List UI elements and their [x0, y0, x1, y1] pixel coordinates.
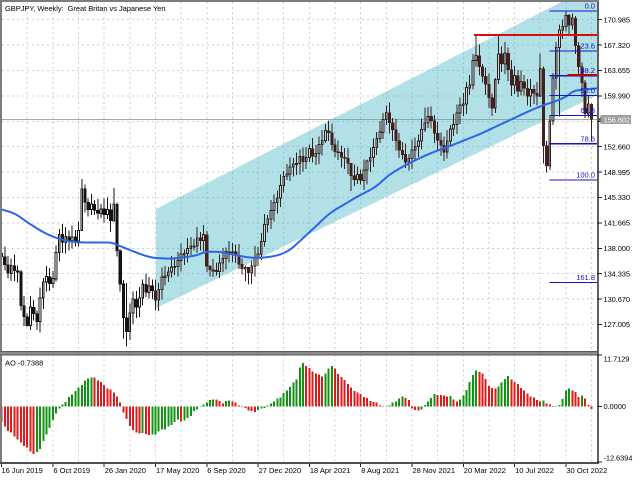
svg-text:27 Dec 2020: 27 Dec 2020	[259, 466, 302, 475]
svg-text:0.0: 0.0	[585, 2, 595, 11]
svg-text:163.655: 163.655	[604, 66, 630, 75]
svg-text:145.330: 145.330	[604, 193, 630, 202]
svg-text:20 Mar 2022: 20 Mar 2022	[464, 466, 506, 475]
svg-text:141.665: 141.665	[604, 219, 630, 228]
svg-text:156.602: 156.602	[604, 115, 630, 124]
svg-text:100.0: 100.0	[576, 171, 595, 180]
svg-text:-12.6394: -12.6394	[604, 454, 633, 463]
svg-text:8 Aug 2021: 8 Aug 2021	[361, 466, 399, 475]
svg-text:159.990: 159.990	[604, 92, 630, 101]
svg-text:10 Jul 2022: 10 Jul 2022	[515, 466, 554, 475]
svg-text:152.660: 152.660	[604, 142, 630, 151]
svg-text:11.7129: 11.7129	[604, 354, 630, 363]
svg-text:GBPJPY, Weekly: Great Britan: GBPJPY, Weekly: Great Britan vs Japanese…	[5, 4, 165, 13]
svg-text:38.2: 38.2	[580, 66, 595, 75]
svg-text:6 Sep 2020: 6 Sep 2020	[207, 466, 245, 475]
svg-text:6 Oct 2019: 6 Oct 2019	[53, 466, 90, 475]
svg-text:130.670: 130.670	[604, 295, 630, 304]
svg-text:23.6: 23.6	[580, 41, 595, 50]
svg-text:127.005: 127.005	[604, 320, 630, 329]
svg-text:50.0: 50.0	[580, 86, 595, 95]
svg-text:161.8: 161.8	[576, 273, 595, 282]
svg-text:16 Jun 2019: 16 Jun 2019	[2, 466, 43, 475]
svg-text:138.000: 138.000	[604, 244, 630, 253]
svg-text:167.320: 167.320	[604, 41, 630, 50]
svg-text:18 Apr 2021: 18 Apr 2021	[310, 466, 350, 475]
svg-text:0.0000: 0.0000	[604, 402, 626, 411]
svg-text:134.335: 134.335	[604, 269, 630, 278]
svg-text:30 Oct 2022: 30 Oct 2022	[566, 466, 607, 475]
svg-text:148.995: 148.995	[604, 168, 630, 177]
svg-text:28 Nov 2021: 28 Nov 2021	[413, 466, 456, 475]
svg-text:170.985: 170.985	[604, 15, 630, 24]
svg-text:17 May 2020: 17 May 2020	[156, 466, 199, 475]
svg-text:61.8: 61.8	[580, 106, 595, 115]
svg-text:AO -0.7388: AO -0.7388	[5, 358, 43, 367]
svg-text:78.6: 78.6	[580, 134, 595, 143]
svg-text:26 Jan 2020: 26 Jan 2020	[105, 466, 146, 475]
